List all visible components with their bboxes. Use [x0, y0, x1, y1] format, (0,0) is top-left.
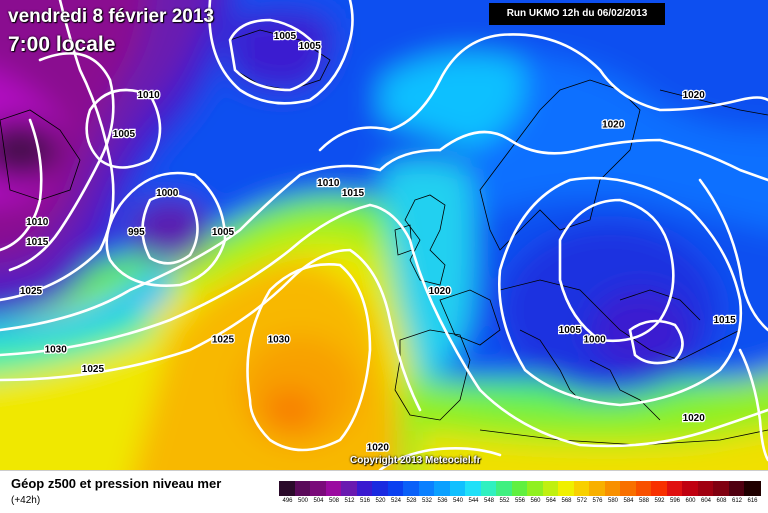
scale-swatch: [728, 481, 746, 496]
legend-bar: Géop z500 et pression niveau mer (+42h) …: [0, 470, 768, 513]
scale-tick-label: 516: [359, 498, 370, 504]
isobars: [0, 0, 768, 470]
scale-swatch: [294, 481, 312, 496]
scale-swatch: [310, 481, 327, 496]
scale-swatch: [325, 481, 343, 496]
scale-tick-label: 544: [468, 498, 479, 504]
scale-swatch: [511, 481, 529, 496]
scale-swatch: [403, 481, 420, 496]
isobar-label: 1010: [317, 178, 340, 189]
isobar-label: 1025: [212, 335, 235, 346]
scale-tick-label: 528: [406, 498, 417, 504]
scale-tick-label: 496: [282, 498, 293, 504]
isobar-label: 995: [128, 227, 145, 238]
isobar-label: 1020: [683, 413, 706, 424]
isobar-label: 1030: [45, 345, 68, 356]
copyright-notice: Copyright 2013 Meteociel.fr: [350, 455, 481, 466]
scale-tick-label: 568: [561, 498, 572, 504]
isobar-label: 1015: [713, 315, 736, 326]
scale-tick-label: 520: [375, 498, 386, 504]
isobar-label: 1010: [26, 217, 49, 228]
scale-tick-label: 556: [514, 498, 525, 504]
isobar-label: 1000: [583, 335, 606, 346]
scale-tick-label: 548: [483, 498, 494, 504]
scale-tick-label: 612: [731, 498, 742, 504]
scale-swatch: [418, 481, 436, 496]
geopotential-field: [0, 0, 768, 470]
isobar-label: 1005: [113, 129, 136, 140]
scale-swatch: [527, 481, 544, 496]
scale-swatch: [356, 481, 374, 496]
isobar-label: 1020: [429, 286, 452, 297]
scale-swatch: [341, 481, 358, 496]
scale-tick-label: 616: [747, 498, 758, 504]
scale-tick-label: 560: [530, 498, 541, 504]
scale-swatch: [589, 481, 606, 496]
isobar-label: 1025: [82, 364, 105, 375]
scale-tick-label: 580: [607, 498, 618, 504]
scale-tick-label: 576: [592, 498, 603, 504]
isobar-label: 1005: [212, 227, 235, 238]
scale-tick-label: 552: [499, 498, 510, 504]
scale-swatch: [449, 481, 467, 496]
isobar-label: 1010: [137, 90, 160, 101]
scale-tick-label: 596: [669, 498, 680, 504]
scale-swatch: [713, 481, 730, 496]
scale-swatch: [682, 481, 699, 496]
scale-swatch: [387, 481, 405, 496]
model-run-label: Run UKMO 12h du 06/02/2013: [489, 3, 665, 25]
scale-swatch: [279, 481, 296, 496]
scale-swatch: [651, 481, 668, 496]
isobar-label: 1005: [559, 325, 582, 336]
scale-swatch: [635, 481, 653, 496]
scale-tick-label: 540: [452, 498, 463, 504]
weather-map: 1005 1005 1010 1005 1000 995 1005 1010 1015 1010 1…: [0, 0, 768, 470]
scale-swatch: [697, 481, 715, 496]
isobar-label: 1005: [274, 31, 297, 42]
legend-title: Géop z500 et pression niveau mer: [11, 476, 222, 491]
scale-tick-label: 564: [545, 498, 556, 504]
scale-tick-label: 604: [700, 498, 711, 504]
scale-tick-label: 572: [576, 498, 587, 504]
isobar-label: 1020: [602, 119, 625, 130]
scale-tick-label: 508: [328, 498, 339, 504]
scale-tick-label: 512: [344, 498, 355, 504]
scale-tick-label: 524: [390, 498, 401, 504]
isobar-label: 1030: [268, 335, 291, 346]
scale-tick-label: 588: [638, 498, 649, 504]
isobar-label: 1025: [20, 286, 43, 297]
scale-tick-label: 592: [654, 498, 665, 504]
scale-swatch: [542, 481, 560, 496]
scale-tick-label: 504: [313, 498, 324, 504]
scale-swatch: [480, 481, 498, 496]
scale-swatch: [573, 481, 591, 496]
isobar-label: 1020: [683, 90, 706, 101]
forecast-time: 7:00 locale: [8, 33, 116, 56]
forecast-date: vendredi 8 février 2013: [8, 6, 214, 27]
scale-swatch: [465, 481, 482, 496]
scale-tick-label: 536: [437, 498, 448, 504]
scale-swatch: [666, 481, 684, 496]
scale-tick-label: 608: [716, 498, 727, 504]
scale-swatch: [372, 481, 389, 496]
scale-swatch: [620, 481, 637, 496]
scale-swatch: [558, 481, 575, 496]
scale-swatch: [744, 481, 761, 496]
isobar-label: 1015: [26, 237, 49, 248]
scale-swatch: [496, 481, 513, 496]
scale-swatch: [604, 481, 622, 496]
scale-tick-label: 600: [685, 498, 696, 504]
legend-forecast-offset: (+42h): [11, 495, 41, 506]
isobar-label: 1005: [299, 41, 322, 52]
isobar-label: 1015: [342, 188, 365, 199]
isobar-label: 1000: [156, 188, 179, 199]
scale-tick-label: 500: [297, 498, 308, 504]
scale-swatch: [434, 481, 451, 496]
scale-tick-label: 584: [623, 498, 634, 504]
isobar-label: 1020: [367, 442, 390, 453]
scale-tick-label: 532: [421, 498, 432, 504]
